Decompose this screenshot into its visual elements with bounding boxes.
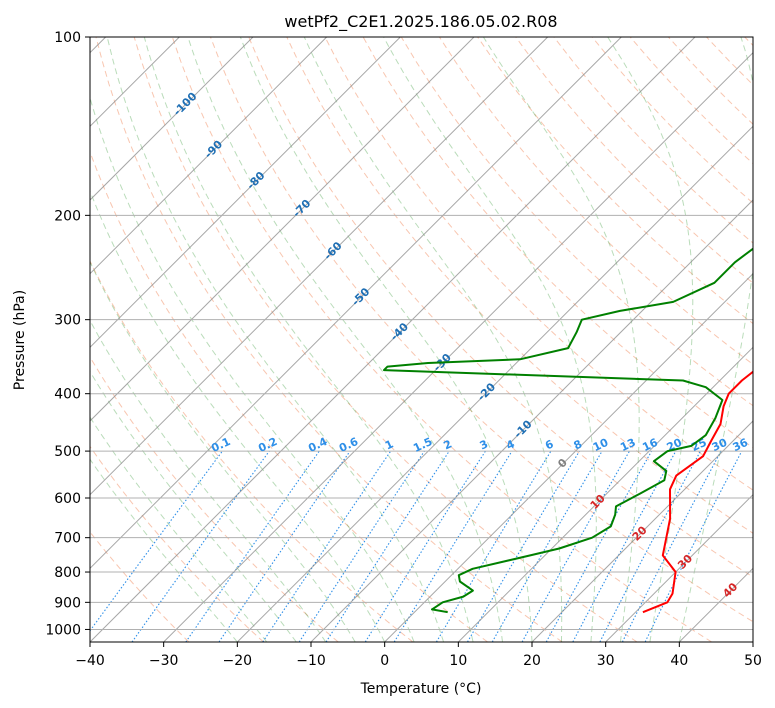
dry-adiabat-line — [324, 37, 753, 491]
mixing-ratio-line — [521, 450, 630, 642]
isotherm-line — [90, 37, 549, 496]
mixing-ratio-line — [218, 450, 351, 642]
moist-adiabat-line — [106, 37, 445, 642]
moist-adiabat-line — [90, 370, 297, 642]
mixing-ratio-line — [185, 450, 320, 642]
mixing-ratio-line — [572, 450, 677, 642]
moist-adiabat-line — [303, 37, 563, 642]
isotherm-line — [531, 420, 753, 642]
dewpoint-profile-line — [383, 247, 753, 614]
mixing-ratio-line — [393, 450, 513, 642]
y-axis-title: Pressure (hPa) — [12, 290, 28, 390]
y-tick-label: 200 — [54, 208, 81, 224]
mixing-ratio-line — [545, 450, 653, 642]
dry-adiabat-line — [95, 37, 563, 642]
y-tick-label: 600 — [54, 491, 81, 507]
y-tick-label: 400 — [54, 387, 81, 403]
y-axis: 100 200 300 400 500 600 700 800 900 1000 — [45, 30, 90, 638]
moist-adiabat-line — [90, 319, 327, 642]
dry-adiabat-line — [286, 37, 753, 534]
mixing-ratio-line — [621, 450, 722, 642]
moist-adiabat-line — [383, 37, 597, 642]
sounding-profiles — [383, 247, 753, 614]
x-tick-label: −20 — [223, 653, 253, 669]
isotherm-line — [90, 37, 622, 570]
mixing-ratio-lines — [90, 450, 743, 642]
pressure-gridlines — [90, 37, 753, 630]
x-tick-label: 30 — [597, 653, 615, 669]
x-tick-label: 20 — [523, 653, 541, 669]
moist-adiabat-line — [90, 416, 268, 642]
plot-area — [90, 37, 753, 642]
isotherm-line — [236, 125, 753, 642]
isotherm-line — [90, 37, 254, 201]
dry-adiabat-line — [90, 445, 264, 642]
temperature-profile-line — [642, 370, 753, 614]
skewed-isotherms — [90, 37, 753, 642]
isotherm-line — [163, 51, 753, 642]
y-tick-label: 500 — [54, 444, 81, 460]
x-axis-title: Temperature (°C) — [360, 681, 482, 697]
mixing-ratio-line — [599, 450, 701, 642]
moist-adiabat-line — [678, 37, 753, 642]
y-tick-label: 300 — [54, 313, 81, 329]
y-tick-label: 700 — [54, 531, 81, 547]
y-tick-label: 1000 — [45, 622, 81, 638]
plot-frame — [89, 36, 754, 643]
dry-adiabat-line — [133, 37, 638, 642]
mixing-ratio-line — [325, 450, 450, 642]
x-tick-label: 50 — [744, 653, 762, 669]
moist-adiabat-line — [90, 189, 386, 642]
x-tick-label: 0 — [380, 653, 389, 669]
dry-adiabat-line — [210, 37, 753, 623]
isotherm-line — [384, 272, 753, 642]
x-tick-label: 40 — [670, 653, 688, 669]
mixing-ratio-label: 30 — [710, 436, 730, 454]
dry-adiabat-line — [90, 259, 414, 642]
mixing-ratio-line — [364, 450, 486, 642]
isotherm-line — [457, 346, 753, 642]
y-tick-label: 900 — [54, 595, 81, 611]
dry-adiabat-line — [515, 37, 753, 284]
x-tick-label: 10 — [449, 653, 467, 669]
dry-adiabat-line — [171, 37, 712, 642]
isotherm-line — [90, 37, 328, 275]
moist-adiabat-line — [482, 37, 640, 642]
mixing-ratio-label: 13 — [618, 436, 637, 454]
isotherm-line — [310, 199, 753, 642]
moist-adiabat-line — [187, 37, 503, 642]
y-tick-label: 100 — [54, 30, 81, 46]
isotherm-line — [605, 493, 753, 642]
x-tick-label: −40 — [75, 653, 105, 669]
dry-adiabat-line — [248, 37, 753, 578]
moist-adiabat-line — [239, 37, 533, 642]
y-tick-label: 800 — [54, 565, 81, 581]
x-axis: −40 −30 −20 −10 0 10 20 30 40 50 — [75, 642, 762, 669]
mixing-ratio-line — [131, 450, 270, 642]
mixing-ratio-line — [90, 450, 223, 632]
moist-adiabat-line — [90, 458, 238, 642]
x-tick-label: −30 — [149, 653, 179, 669]
mixing-ratio-line — [435, 450, 552, 642]
isotherm-line — [90, 37, 696, 642]
mixing-ratio-label: 16 — [640, 436, 660, 454]
mixing-ratio-line — [262, 450, 392, 642]
mixing-ratio-line — [298, 450, 425, 642]
moist-adiabats — [90, 37, 753, 642]
chart-title: wetPf2_C2E1.2025.186.05.02.R08 — [284, 12, 557, 32]
isotherm-line — [90, 37, 475, 422]
mixing-ratio-label: 36 — [731, 436, 751, 454]
moist-adiabat-line — [143, 37, 474, 642]
x-tick-label: −10 — [296, 653, 326, 669]
mixing-ratio-label: 10 — [591, 436, 611, 454]
mixing-ratio-line — [644, 450, 743, 642]
moist-adiabat-line — [90, 260, 356, 642]
isotherm-line — [90, 37, 401, 349]
moist-adiabat-line — [607, 37, 694, 642]
mixing-ratio-label: 25 — [689, 436, 708, 454]
